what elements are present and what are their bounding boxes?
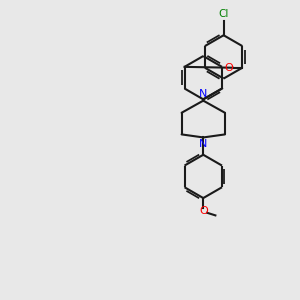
Text: O: O [224,63,233,73]
Text: Cl: Cl [218,9,229,19]
Text: N: N [199,89,207,99]
Text: N: N [199,139,207,149]
Text: O: O [199,206,208,216]
